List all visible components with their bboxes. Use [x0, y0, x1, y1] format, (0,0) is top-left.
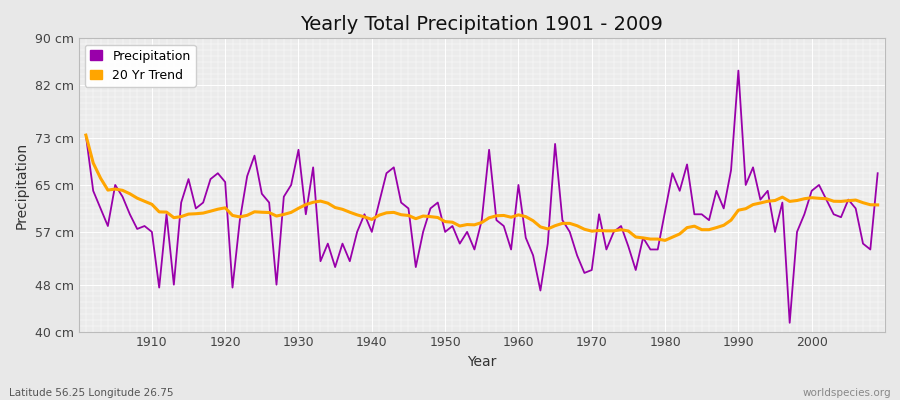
Precipitation: [140, 224, 150, 228]
Precipitation: [301, 212, 311, 217]
20 Yr Trend: [140, 199, 150, 204]
Precipitation: [80, 133, 91, 138]
Precipitation: [872, 171, 883, 176]
Precipitation: [506, 247, 517, 252]
20 Yr Trend: [601, 228, 612, 233]
20 Yr Trend: [301, 202, 311, 207]
Y-axis label: Precipitation: Precipitation: [15, 141, 29, 228]
Legend: Precipitation, 20 Yr Trend: Precipitation, 20 Yr Trend: [85, 44, 195, 87]
Precipitation: [601, 247, 612, 252]
X-axis label: Year: Year: [467, 355, 497, 369]
20 Yr Trend: [872, 202, 883, 207]
20 Yr Trend: [345, 210, 356, 215]
Precipitation: [345, 259, 356, 264]
20 Yr Trend: [506, 215, 517, 220]
Line: 20 Yr Trend: 20 Yr Trend: [86, 135, 878, 240]
Text: Latitude 56.25 Longitude 26.75: Latitude 56.25 Longitude 26.75: [9, 388, 174, 398]
Precipitation: [513, 182, 524, 187]
20 Yr Trend: [513, 212, 524, 217]
Text: worldspecies.org: worldspecies.org: [803, 388, 891, 398]
Precipitation: [784, 320, 795, 325]
Line: Precipitation: Precipitation: [86, 70, 878, 323]
Title: Yearly Total Precipitation 1901 - 2009: Yearly Total Precipitation 1901 - 2009: [301, 15, 663, 34]
20 Yr Trend: [80, 133, 91, 138]
Precipitation: [733, 68, 743, 73]
20 Yr Trend: [660, 238, 670, 243]
